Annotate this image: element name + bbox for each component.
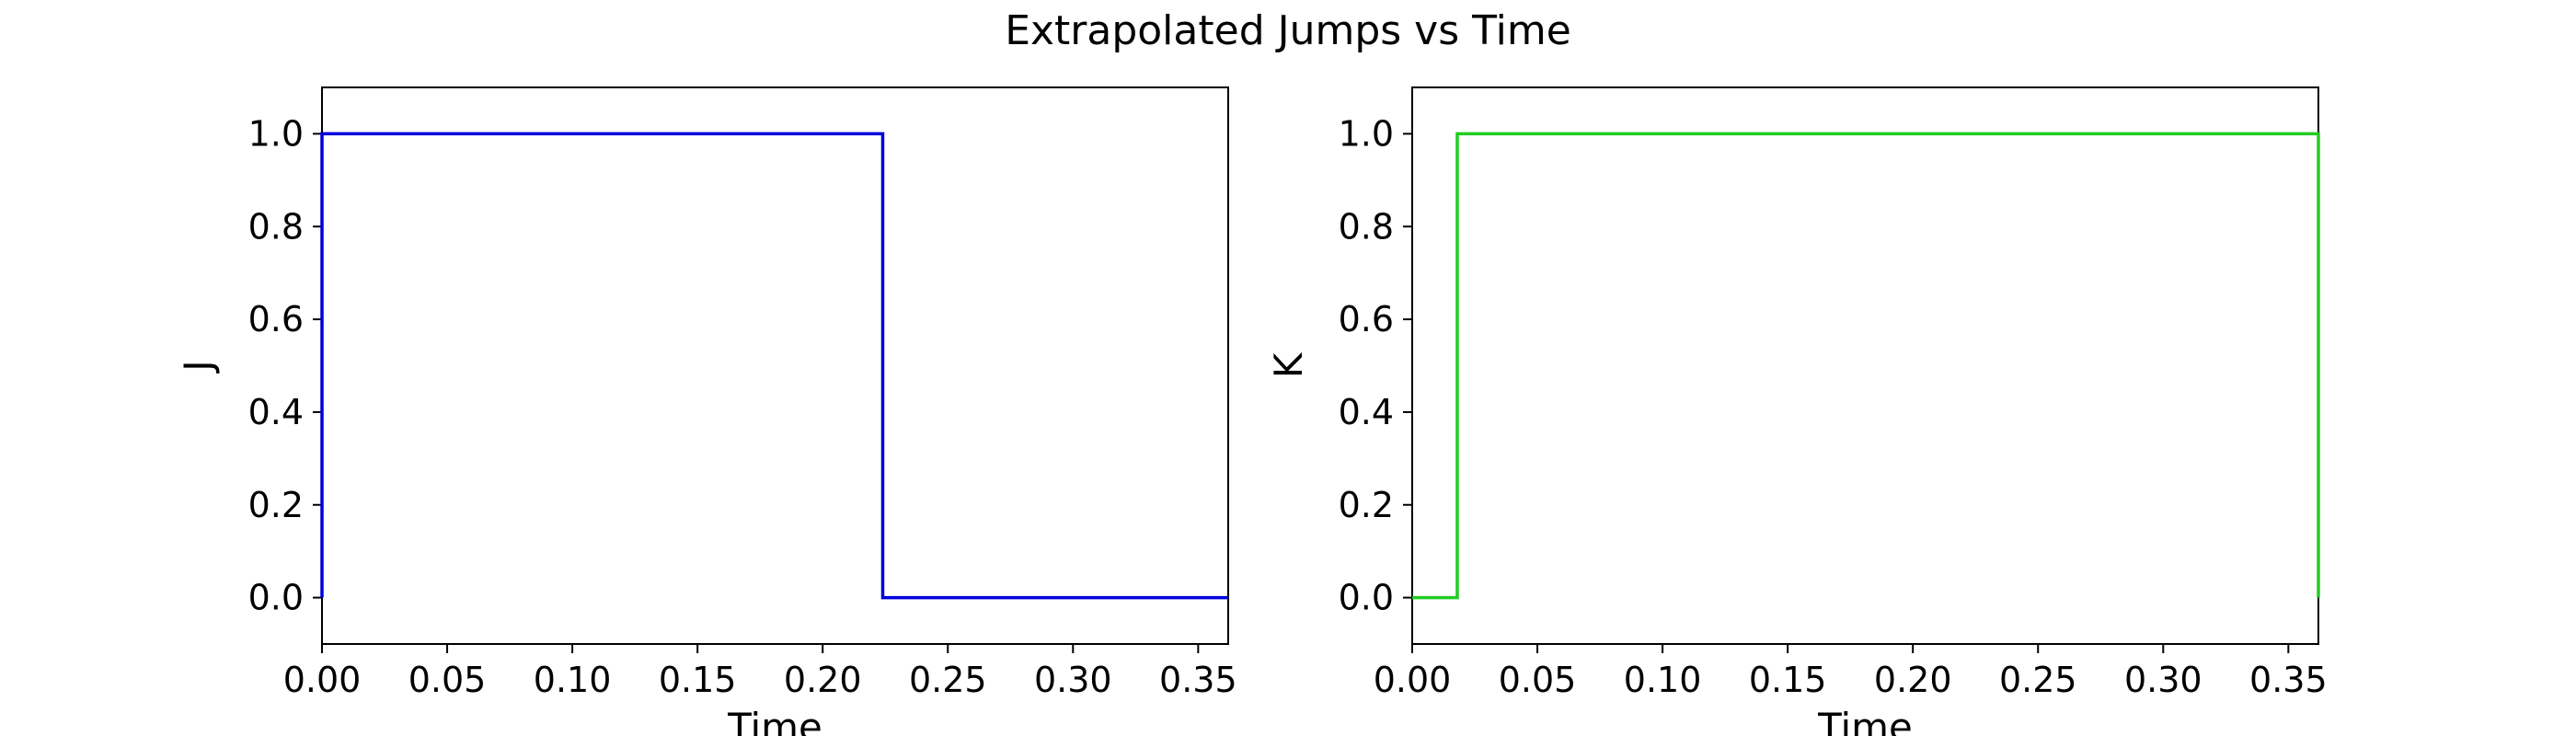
y-tick-label: 0.8 xyxy=(248,206,304,247)
y-tick-label: 1.0 xyxy=(1339,113,1394,154)
x-tick-label: 0.30 xyxy=(1034,660,1112,700)
x-tick-label: 0.00 xyxy=(1374,660,1452,700)
y-tick-label: 0.6 xyxy=(248,299,304,339)
x-tick-label: 0.15 xyxy=(1749,660,1827,700)
y-tick-label: 0.2 xyxy=(1339,485,1394,525)
x-tick-label: 0.00 xyxy=(283,660,362,700)
x-tick-label: 0.05 xyxy=(408,660,487,700)
x-tick-label: 0.20 xyxy=(784,660,862,700)
axes-frame xyxy=(1411,86,2319,645)
y-tick-label: 0.6 xyxy=(1339,299,1394,339)
x-tick-label: 0.35 xyxy=(1159,660,1237,700)
y-tick-label: 0.4 xyxy=(248,392,304,432)
series-line-2-1 xyxy=(1412,132,2320,600)
y-tick-label: 0.2 xyxy=(248,485,304,525)
x-tick-label: 0.30 xyxy=(2124,660,2202,700)
y-tick-label: 0.8 xyxy=(1339,206,1394,247)
chart-panels: 0.00 0.05 0.10 0.15 0.20 0.25 0.30 0.35 0.0 0.2 0.… xyxy=(176,86,2328,736)
y-tick-label: 0.0 xyxy=(248,578,304,618)
series-line-1-1 xyxy=(320,132,1228,600)
y-tick-label: 1.0 xyxy=(248,113,304,154)
x-tick-label: 0.35 xyxy=(2249,660,2328,700)
x-tick-label: 0.20 xyxy=(1874,660,1952,700)
y-axis-label: J xyxy=(176,360,221,374)
x-axis-label: Time xyxy=(727,705,822,736)
x-tick-label: 0.10 xyxy=(1624,660,1702,700)
y-tick-label: 0.4 xyxy=(1339,392,1394,432)
y-axis-label: K xyxy=(1266,351,1311,378)
x-tick-label: 0.10 xyxy=(534,660,612,700)
x-axis-label: Time xyxy=(1817,705,1913,736)
x-tick-label: 0.05 xyxy=(1499,660,1577,700)
chart-panel-1: 0.00 0.05 0.10 0.15 0.20 0.25 0.30 0.35 0.0 0.2 0.… xyxy=(176,86,1237,736)
x-tick-label: 0.15 xyxy=(659,660,737,700)
y-tick-label: 0.0 xyxy=(1339,578,1394,618)
axes-frame xyxy=(321,86,1229,645)
x-tick-label: 0.25 xyxy=(909,660,987,700)
x-tick-label: 0.25 xyxy=(1999,660,2077,700)
figure-title: Extrapolated Jumps vs Time xyxy=(1005,7,1571,54)
chart-panel-2: 0.00 0.05 0.10 0.15 0.20 0.25 0.30 0.35 0.0 0.2 0.… xyxy=(1266,86,2328,736)
